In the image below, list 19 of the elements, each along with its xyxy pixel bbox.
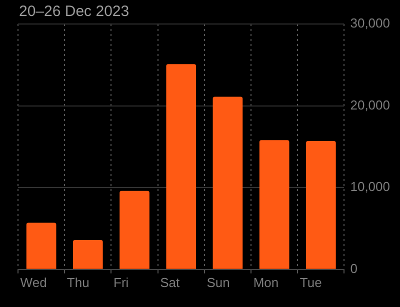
x-tick-label: Wed	[20, 274, 47, 290]
y-tick-label: 10,000	[350, 179, 390, 194]
x-tick-label: Sat	[160, 274, 180, 290]
bar	[26, 222, 56, 269]
y-tick-label: 20,000	[350, 97, 390, 112]
x-tick-label: Fri	[114, 274, 129, 290]
bar	[166, 64, 196, 269]
bar	[72, 240, 103, 269]
chart-title: 20–26 Dec 2023	[19, 3, 130, 20]
bar	[259, 140, 290, 269]
y-tick-label: 0	[350, 260, 358, 276]
bar	[306, 140, 336, 269]
x-tick-label: Sun	[206, 274, 230, 290]
bar	[120, 190, 150, 269]
bar	[212, 96, 243, 269]
x-tick-label: Mon	[253, 274, 279, 290]
x-tick-label: Tue	[300, 274, 322, 290]
x-tick-label: Thu	[66, 274, 90, 290]
y-tick-label: 30,000	[350, 16, 390, 31]
